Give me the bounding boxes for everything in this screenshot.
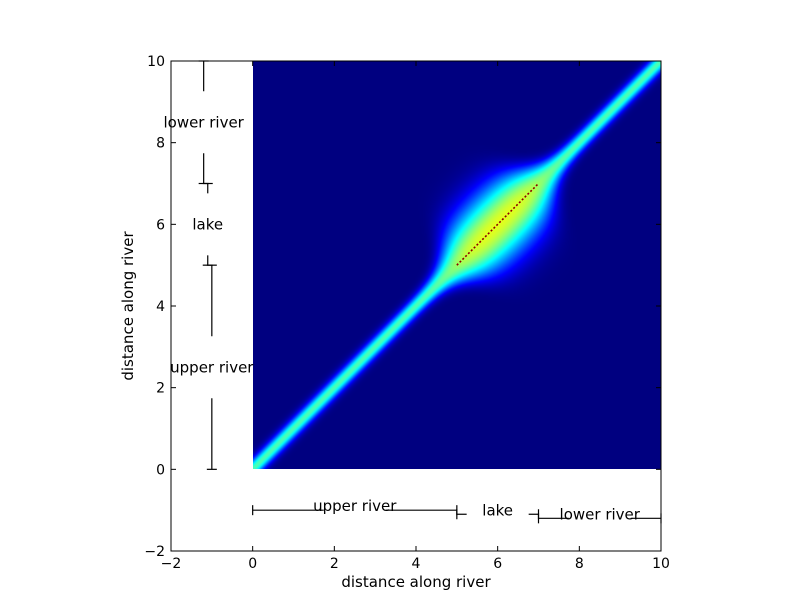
x-tick-label: 0 — [248, 556, 257, 572]
y-tick-label: −2 — [144, 544, 165, 560]
y-tick-label: 6 — [156, 217, 165, 233]
x-tick-label: −2 — [161, 556, 182, 572]
x-tick-label: 6 — [493, 556, 502, 572]
y-tick-label: 0 — [156, 462, 165, 478]
diagonal-peak-layer — [456, 182, 540, 266]
x-axis-label: distance along river — [341, 573, 491, 591]
y-axis-label: distance along river — [119, 231, 137, 381]
y-segment-label: lake — [192, 215, 223, 233]
diagonal-peak-line — [456, 182, 540, 266]
y-segment-label: lower river — [163, 113, 244, 131]
x-tick-label: 10 — [652, 556, 670, 572]
y-tick-label: 8 — [156, 136, 165, 152]
x-segment-label: lower river — [560, 505, 641, 523]
axis-ticks: −2 0 2 4 6 8 10 −2 0 2 4 6 8 10 — [144, 54, 670, 572]
y-tick-label: 4 — [156, 299, 165, 315]
y-tick-label: 2 — [156, 381, 165, 397]
x-tick-label: 4 — [412, 556, 421, 572]
x-segment-label: upper river — [313, 497, 397, 515]
segment-annotations: upper river lake lower river upper river lak… — [163, 60, 662, 524]
y-segment-label: upper river — [170, 358, 254, 376]
x-segment-label: lake — [482, 501, 513, 519]
x-tick-label: 8 — [575, 556, 584, 572]
x-tick-label: 2 — [330, 556, 339, 572]
y-tick-label: 10 — [147, 54, 165, 70]
